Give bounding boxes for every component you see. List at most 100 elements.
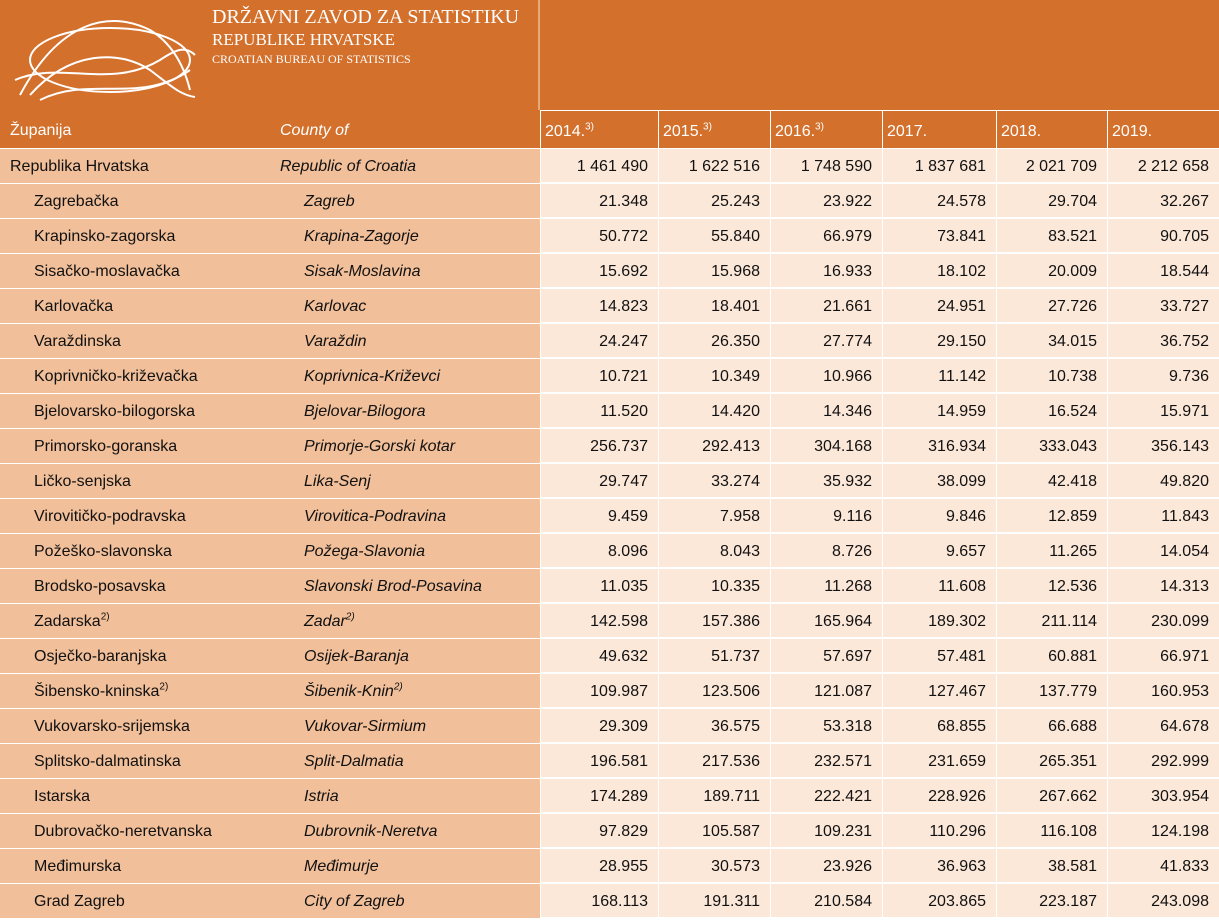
- value-cell: 121.087: [770, 674, 882, 708]
- value-cell: 8.726: [770, 534, 882, 568]
- table-row: Međimurska Međimurje 28.955 30.573 23.926 36.…: [0, 849, 1219, 884]
- county-hr: Splitsko-dalmatinska: [0, 744, 270, 778]
- value-cell: 2 212 658: [1107, 149, 1219, 183]
- county-name: Krapinsko-zagorska: [34, 228, 176, 245]
- value-cell: 33.274: [658, 464, 770, 498]
- county-en: Istria: [270, 779, 540, 813]
- county-name: Republic of Croatia: [280, 158, 417, 175]
- value-cell: 18.544: [1107, 254, 1219, 288]
- table-row: Požeško-slavonska Požega-Slavonia 8.096 8.0…: [0, 534, 1219, 569]
- county-name: Zadarska: [34, 613, 101, 630]
- value-cell: 189.302: [882, 604, 996, 638]
- year: 2014.: [545, 123, 586, 140]
- value-cell: 11.608: [882, 569, 996, 603]
- value-cell: 1 837 681: [882, 149, 996, 183]
- year-header: 2014.3): [540, 110, 658, 148]
- value-cell: 11.268: [770, 569, 882, 603]
- county-name: Šibenik-Knin: [304, 683, 394, 700]
- value-cell: 97.829: [540, 814, 658, 848]
- county-name: Požega-Slavonia: [304, 543, 425, 560]
- table-row: Bjelovarsko-bilogorska Bjelovar-Bilogora 1…: [0, 394, 1219, 429]
- county-name: Republika Hrvatska: [10, 158, 149, 175]
- county-en: Primorje-Gorski kotar: [270, 429, 540, 463]
- county-hr: Istarska: [0, 779, 270, 813]
- value-cell: 66.979: [770, 219, 882, 253]
- county-hr: Sisačko-moslavačka: [0, 254, 270, 288]
- table-row: Karlovačka Karlovac 14.823 18.401 21.661 24.9…: [0, 289, 1219, 324]
- county-en: Virovitica-Podravina: [270, 499, 540, 533]
- county-hr: Bjelovarsko-bilogorska: [0, 394, 270, 428]
- value-cell: 26.350: [658, 324, 770, 358]
- value-cell: 24.951: [882, 289, 996, 323]
- footnote-mark: 3): [703, 121, 712, 133]
- value-cell: 42.418: [996, 464, 1107, 498]
- value-cell: 35.932: [770, 464, 882, 498]
- table-row: Vukovarsko-srijemska Vukovar-Sirmium 29.30…: [0, 709, 1219, 744]
- value-cell: 174.289: [540, 779, 658, 813]
- county-hr: Zadarska2): [0, 604, 270, 638]
- value-cell: 36.752: [1107, 324, 1219, 358]
- value-cell: 27.726: [996, 289, 1107, 323]
- value-cell: 1 748 590: [770, 149, 882, 183]
- logo-line: CROATIAN BUREAU OF STATISTICS: [212, 52, 411, 66]
- value-cell: 83.521: [996, 219, 1107, 253]
- county-name: Grad Zagreb: [34, 893, 125, 910]
- county-name: Istria: [304, 788, 339, 805]
- county-name: Međimurje: [304, 858, 379, 875]
- value-cell: 24.247: [540, 324, 658, 358]
- county-en: Republic of Croatia: [270, 149, 540, 183]
- value-cell: 142.598: [540, 604, 658, 638]
- value-cell: 127.467: [882, 674, 996, 708]
- county-name: Istarska: [34, 788, 91, 805]
- value-cell: 50.772: [540, 219, 658, 253]
- table-row: Varaždinska Varaždin 24.247 26.350 27.774 29.…: [0, 324, 1219, 359]
- year-header: 2017.: [882, 110, 996, 148]
- value-cell: 9.657: [882, 534, 996, 568]
- county-name: Vukovar-Sirmium: [304, 718, 427, 735]
- value-cell: 66.688: [996, 709, 1107, 743]
- county-hr: Ličko-senjska: [0, 464, 270, 498]
- value-cell: 9.116: [770, 499, 882, 533]
- county-name: Krapina-Zagorje: [304, 228, 419, 245]
- county-en: Zagreb: [270, 184, 540, 218]
- value-cell: 124.198: [1107, 814, 1219, 848]
- county-name: Sisak-Moslavina: [304, 263, 421, 280]
- county-en: City of Zagreb: [270, 884, 540, 918]
- county-hr: Grad Zagreb: [0, 884, 270, 918]
- value-cell: 21.661: [770, 289, 882, 323]
- table-row: Primorsko-goranska Primorje-Gorski kotar 2…: [0, 429, 1219, 464]
- county-name: Sisačko-moslavačka: [34, 263, 180, 280]
- value-cell: 228.926: [882, 779, 996, 813]
- value-cell: 109.231: [770, 814, 882, 848]
- county-name: Bjelovarsko-bilogorska: [34, 403, 195, 420]
- value-cell: 105.587: [658, 814, 770, 848]
- table-row: Osječko-baranjska Osijek-Baranja 49.632 51.…: [0, 639, 1219, 674]
- county-en: Šibenik-Knin2): [270, 674, 540, 708]
- column-header: County of: [270, 110, 540, 148]
- year-header: 2015.3): [658, 110, 770, 148]
- county-hr: Karlovačka: [0, 289, 270, 323]
- value-cell: 9.459: [540, 499, 658, 533]
- value-cell: 8.096: [540, 534, 658, 568]
- value-cell: 38.581: [996, 849, 1107, 883]
- value-cell: 356.143: [1107, 429, 1219, 463]
- county-name: Slavonski Brod-Posavina: [304, 578, 482, 595]
- county-name: Virovitičko-podravska: [34, 508, 186, 525]
- value-cell: 49.820: [1107, 464, 1219, 498]
- header-band: DRŽAVNI ZAVOD ZA STATISTIKU REPUBLIKE HR…: [0, 0, 1219, 110]
- logo-line: DRŽAVNI ZAVOD ZA STATISTIKU: [212, 6, 520, 28]
- value-cell: 303.954: [1107, 779, 1219, 813]
- value-cell: 203.865: [882, 884, 996, 918]
- value-cell: 27.774: [770, 324, 882, 358]
- county-name: Bjelovar-Bilogora: [304, 403, 426, 420]
- county-name: Zadar: [304, 613, 346, 630]
- county-en: Zadar2): [270, 604, 540, 638]
- value-cell: 18.102: [882, 254, 996, 288]
- county-name: Virovitica-Podravina: [304, 508, 446, 525]
- value-cell: 265.351: [996, 744, 1107, 778]
- county-hr: Šibensko-kninska2): [0, 674, 270, 708]
- county-en: Varaždin: [270, 324, 540, 358]
- table-row: Ličko-senjska Lika-Senj 29.747 33.274 35.932…: [0, 464, 1219, 499]
- county-en: Bjelovar-Bilogora: [270, 394, 540, 428]
- table-row: Grad Zagreb City of Zagreb 168.113 191.311 2…: [0, 884, 1219, 919]
